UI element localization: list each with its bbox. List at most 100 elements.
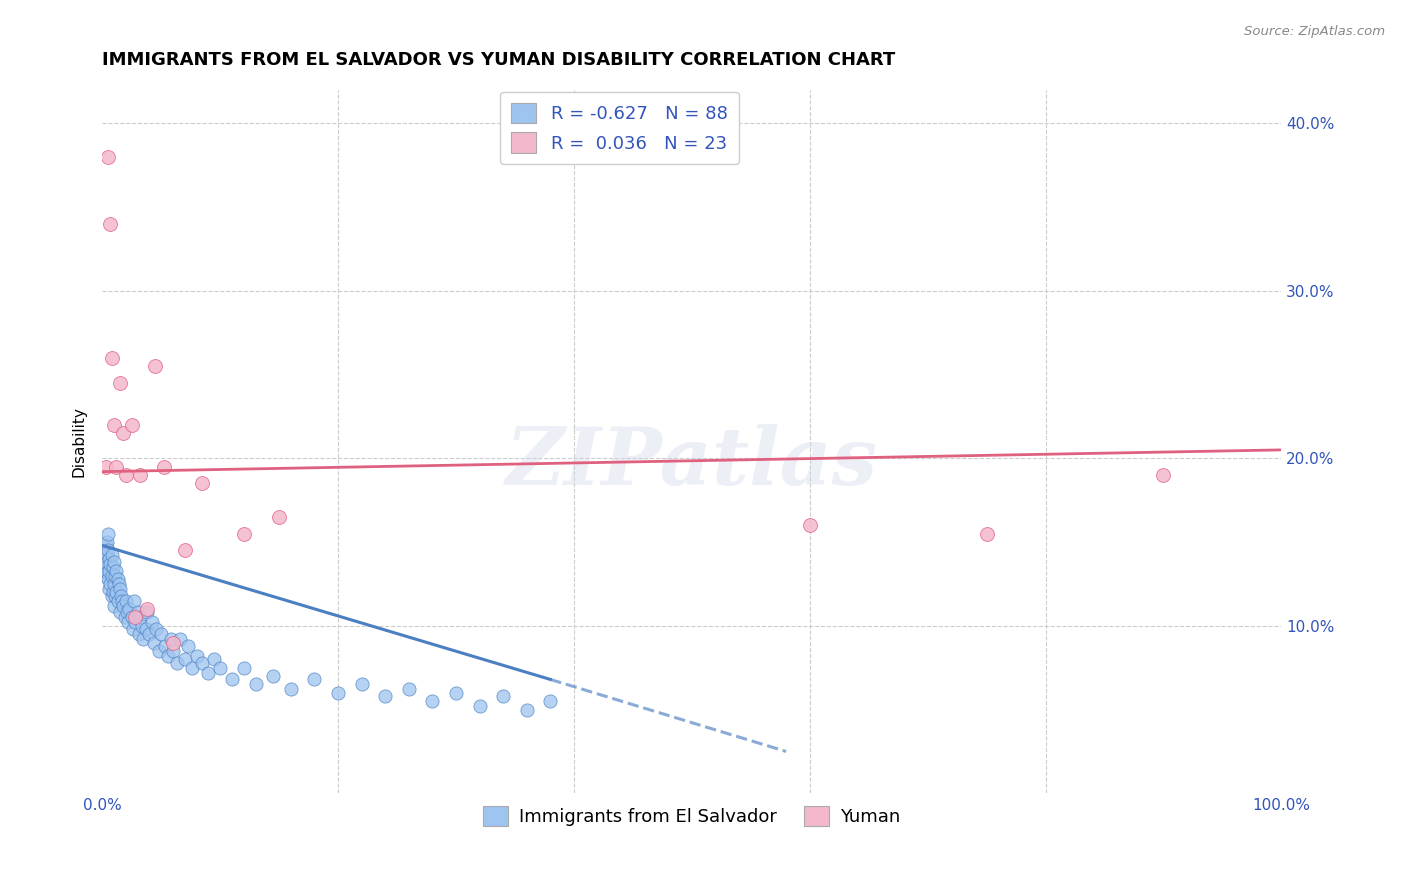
Point xyxy=(98,582,121,596)
Point xyxy=(118,602,141,616)
Point xyxy=(105,585,128,599)
Point xyxy=(280,682,302,697)
Point xyxy=(112,599,135,613)
Point xyxy=(492,689,515,703)
Point xyxy=(173,652,195,666)
Point xyxy=(152,459,174,474)
Point xyxy=(131,619,153,633)
Point xyxy=(103,599,125,613)
Point xyxy=(232,526,254,541)
Point xyxy=(96,565,118,579)
Point xyxy=(136,602,159,616)
Point xyxy=(94,568,117,582)
Point xyxy=(162,644,184,658)
Point xyxy=(180,661,202,675)
Point xyxy=(191,656,214,670)
Point xyxy=(129,468,152,483)
Point xyxy=(121,610,143,624)
Point xyxy=(93,560,115,574)
Y-axis label: Disability: Disability xyxy=(72,406,86,477)
Point xyxy=(117,615,139,630)
Point xyxy=(94,459,117,474)
Point xyxy=(141,615,163,630)
Point xyxy=(97,572,120,586)
Point xyxy=(516,702,538,716)
Point xyxy=(177,639,200,653)
Point xyxy=(108,582,131,596)
Point xyxy=(100,589,122,603)
Point xyxy=(114,610,136,624)
Text: Source: ZipAtlas.com: Source: ZipAtlas.com xyxy=(1244,25,1385,38)
Point xyxy=(97,543,120,558)
Point xyxy=(122,593,145,607)
Point xyxy=(221,673,243,687)
Point xyxy=(186,648,208,663)
Point xyxy=(101,585,124,599)
Point xyxy=(143,359,166,373)
Point xyxy=(114,468,136,483)
Point xyxy=(104,568,127,582)
Point xyxy=(197,665,219,680)
Point xyxy=(128,627,150,641)
Point xyxy=(209,661,232,675)
Point xyxy=(124,610,146,624)
Point xyxy=(350,677,373,691)
Point xyxy=(107,593,129,607)
Point xyxy=(157,648,180,663)
Point xyxy=(108,376,131,390)
Point xyxy=(232,661,254,675)
Point xyxy=(166,656,188,670)
Point xyxy=(468,699,491,714)
Point xyxy=(103,555,125,569)
Point xyxy=(107,572,129,586)
Point xyxy=(304,673,326,687)
Point xyxy=(124,615,146,630)
Point xyxy=(374,689,396,703)
Point xyxy=(976,526,998,541)
Point xyxy=(103,417,125,432)
Point xyxy=(105,459,128,474)
Point xyxy=(110,589,132,603)
Point xyxy=(105,564,128,578)
Point xyxy=(132,632,155,647)
Point xyxy=(136,606,159,620)
Point xyxy=(97,150,120,164)
Point xyxy=(94,538,117,552)
Point xyxy=(112,426,135,441)
Point xyxy=(101,560,124,574)
Point xyxy=(398,682,420,697)
Point xyxy=(153,639,176,653)
Point xyxy=(162,635,184,649)
Legend: Immigrants from El Salvador, Yuman: Immigrants from El Salvador, Yuman xyxy=(475,798,908,834)
Point xyxy=(100,568,122,582)
Point xyxy=(173,543,195,558)
Point xyxy=(202,652,225,666)
Point xyxy=(100,557,122,571)
Point xyxy=(115,606,138,620)
Point xyxy=(96,535,118,549)
Point xyxy=(538,694,561,708)
Point xyxy=(143,635,166,649)
Point xyxy=(97,526,120,541)
Point xyxy=(422,694,444,708)
Text: IMMIGRANTS FROM EL SALVADOR VS YUMAN DISABILITY CORRELATION CHART: IMMIGRANTS FROM EL SALVADOR VS YUMAN DIS… xyxy=(103,51,896,69)
Point xyxy=(159,632,181,647)
Point xyxy=(100,351,122,365)
Point xyxy=(245,677,267,691)
Text: ZIPatlas: ZIPatlas xyxy=(506,424,877,501)
Point xyxy=(100,577,122,591)
Point xyxy=(114,593,136,607)
Point xyxy=(262,669,284,683)
Point xyxy=(191,476,214,491)
Point xyxy=(326,686,349,700)
Point xyxy=(129,610,152,624)
Point xyxy=(104,589,127,603)
Point xyxy=(150,627,173,641)
Point xyxy=(267,509,290,524)
Point xyxy=(103,577,125,591)
Point xyxy=(107,577,129,591)
Point xyxy=(98,564,121,578)
Point xyxy=(121,417,143,432)
Point xyxy=(100,217,122,231)
Point xyxy=(799,518,821,533)
